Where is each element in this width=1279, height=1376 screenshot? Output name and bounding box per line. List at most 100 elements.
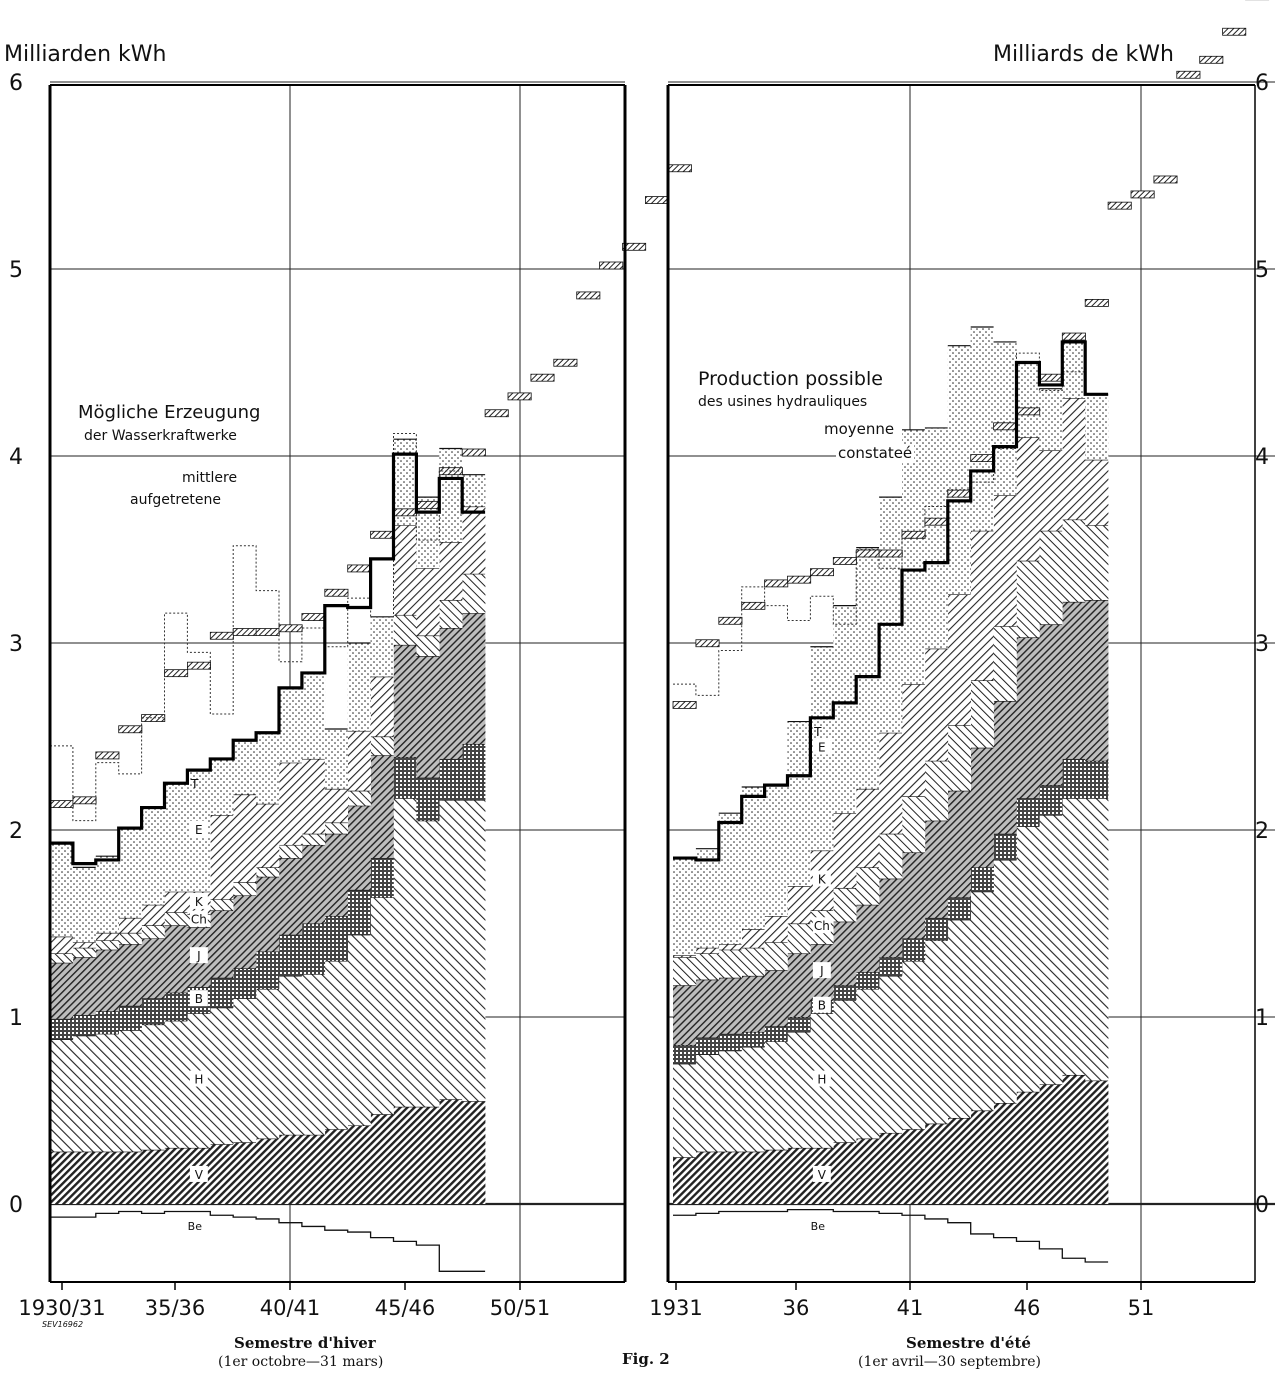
- bar-segment: [72, 947, 97, 958]
- bar-segment: [393, 525, 417, 615]
- mean-step: [49, 800, 74, 808]
- bar-segment: [439, 628, 463, 759]
- bar-segment: [695, 947, 720, 954]
- summer-title: Semestre d'été: [906, 1334, 1031, 1352]
- bar-segment: [72, 1151, 97, 1204]
- bar-segment: [1039, 815, 1063, 1085]
- bar-segment: [301, 973, 326, 1135]
- series-label-t: T: [190, 777, 199, 791]
- bar-segment: [256, 988, 280, 1139]
- label-bg: [812, 962, 831, 979]
- bar-segment: [718, 1050, 742, 1152]
- label-bg: [189, 892, 208, 909]
- series-label-h: H: [194, 1073, 203, 1087]
- winter-annotation-4: aufgetretene: [128, 492, 224, 508]
- mean-step: [855, 549, 880, 558]
- bar-segment: [256, 732, 280, 804]
- bar-segment: [95, 949, 119, 1012]
- bar-segment: [301, 672, 326, 759]
- bar-segment: [393, 614, 417, 645]
- y-tick-label: 4: [1255, 445, 1269, 470]
- bar-segment: [416, 497, 440, 569]
- mean-step: [461, 448, 486, 457]
- bar-segment: [947, 345, 971, 595]
- series-label-v: V: [195, 1168, 204, 1182]
- series-label-ch: Ch: [814, 919, 830, 933]
- bar-segment: [787, 953, 811, 1017]
- series-label-be: Be: [188, 1220, 203, 1233]
- mean-step: [1084, 298, 1109, 307]
- bar-segment: [787, 1017, 811, 1032]
- bar-segment: [833, 605, 857, 814]
- bar-segment: [324, 833, 348, 917]
- mean-step: [415, 500, 440, 509]
- bar-segment: [879, 957, 903, 976]
- bar-segment: [695, 979, 720, 1038]
- bar-segment: [439, 800, 463, 1100]
- bar-segment: [764, 785, 788, 917]
- bar-segment: [141, 904, 165, 926]
- mean-step: [787, 575, 812, 584]
- bar-segment: [1085, 459, 1109, 526]
- bar-segment: [1039, 450, 1063, 531]
- bar-segment: [233, 998, 257, 1143]
- bar-segment: [947, 919, 971, 1118]
- bar-segment: [1016, 362, 1040, 438]
- summer-annotation-2: des usines hydrauliques: [696, 394, 870, 410]
- x-tick-label: 36: [783, 1296, 810, 1320]
- x-tick-label: 1931: [649, 1296, 702, 1320]
- mean-step: [645, 196, 670, 204]
- bar-segment: [370, 1114, 394, 1204]
- bar-segment: [301, 1134, 326, 1204]
- bar-segment: [902, 1129, 926, 1204]
- bar-segment: [879, 975, 903, 1133]
- bar-segment: [301, 844, 326, 924]
- bar-segment: [118, 828, 142, 918]
- bar-segment: [416, 1106, 440, 1204]
- bar-segment: [993, 341, 1017, 496]
- bar-segment: [741, 975, 765, 1032]
- bar-segment: [741, 947, 765, 976]
- bar-segment: [462, 1101, 486, 1204]
- mean-step: [553, 358, 578, 367]
- bar-segment: [72, 1015, 97, 1036]
- mean-step: [255, 628, 280, 636]
- mean-step: [1199, 55, 1224, 64]
- y-tick-label: 5: [1255, 258, 1269, 283]
- bar-segment: [347, 643, 371, 731]
- winter-subtitle: (1er octobre—31 mars): [218, 1354, 384, 1370]
- bar-segment: [1085, 1080, 1109, 1204]
- bar-segment: [879, 833, 903, 879]
- bar-segment: [833, 1142, 857, 1204]
- bar-segment: [324, 822, 348, 834]
- bar-segment: [764, 1041, 788, 1150]
- bar-segment: [924, 917, 949, 941]
- bar-segment: [301, 923, 326, 974]
- bar-segment: [970, 530, 994, 681]
- label-bg: [189, 990, 208, 1007]
- bar-segment: [347, 934, 371, 1126]
- bar-segment: [118, 1151, 142, 1204]
- bar-segment: [50, 1151, 74, 1204]
- bar-segment: [673, 955, 697, 958]
- bar-segment: [993, 495, 1017, 627]
- bar-segment: [416, 656, 440, 778]
- figure-code: SEV16962: [42, 1320, 84, 1329]
- bar-segment: [256, 867, 280, 877]
- bar-segment: [856, 904, 880, 973]
- bar-segment: [462, 613, 486, 744]
- series-h: [673, 797, 1109, 1158]
- bar-segment: [1016, 637, 1040, 799]
- bar-segment: [50, 953, 74, 963]
- bar-segment: [370, 736, 394, 756]
- y-tick-label: 2: [9, 819, 23, 844]
- bar-segment: [210, 1007, 234, 1145]
- series-label-h: H: [817, 1073, 826, 1087]
- series-b: [50, 743, 486, 1040]
- bar-segment: [1039, 785, 1063, 816]
- bar-segment: [970, 747, 994, 868]
- bar-segment: [164, 912, 188, 926]
- mean-step: [95, 751, 120, 760]
- bar-segment: [233, 882, 257, 896]
- bar-segment: [993, 626, 1017, 701]
